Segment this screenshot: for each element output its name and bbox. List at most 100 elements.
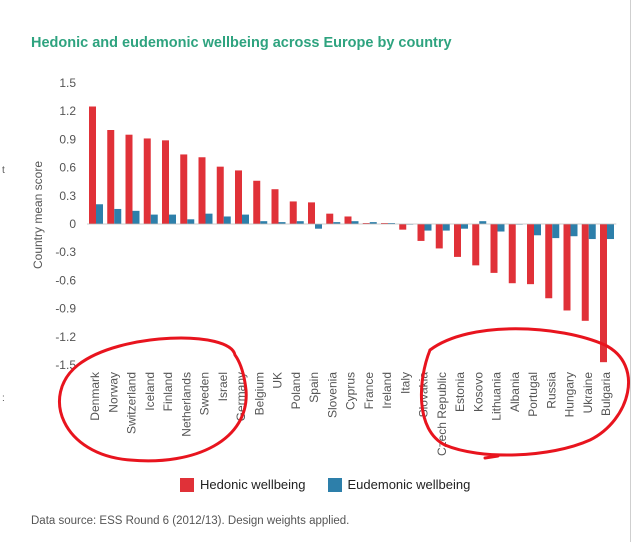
eudemonic-bar-norway <box>114 208 122 224</box>
legend-label-eudemonic: Eudemonic wellbeing <box>347 477 471 492</box>
y-tick-label: -0.3 <box>55 245 76 259</box>
eudemonic-bar-uk <box>278 222 286 224</box>
x-tick-label: Netherlands <box>179 372 193 437</box>
y-tick-label: 0.6 <box>59 161 76 175</box>
legend-swatch-hedonic <box>180 477 194 492</box>
eudemonic-bar-netherlands <box>187 219 195 224</box>
eudemonic-bar-bulgaria <box>607 224 614 240</box>
eudemonic-bar-estonia <box>461 224 468 229</box>
hedonic-bar-estonia <box>454 224 461 257</box>
hedonic-bar-albania <box>508 224 516 284</box>
x-tick-label: Ireland <box>380 372 394 409</box>
data-source-note: Data source: ESS Round 6 (2012/13). Desi… <box>31 515 350 527</box>
hedonic-bar-cyprus <box>344 216 352 224</box>
eudemonic-bar-israel <box>223 216 231 224</box>
hedonic-bar-spain <box>308 202 315 224</box>
hedonic-bar-ireland <box>381 223 388 224</box>
eudemonic-bar-poland <box>296 221 304 224</box>
x-tick-label: Kosovo <box>471 372 485 412</box>
x-tick-label: Iceland <box>143 372 157 411</box>
x-tick-label: Hungary <box>563 372 577 417</box>
x-tick-label: Slovakia <box>417 372 431 418</box>
eudemonic-bar-switzerland <box>132 210 140 224</box>
right-border <box>630 0 631 542</box>
x-tick-label: Spain <box>307 372 321 403</box>
y-tick-label: 0.3 <box>59 189 76 203</box>
hedonic-bar-denmark <box>89 106 96 224</box>
y-tick-label: -0.6 <box>55 273 76 287</box>
eudemonic-bar-ukraine <box>588 224 596 240</box>
x-tick-label: Denmark <box>88 371 102 421</box>
hedonic-bar-italy <box>399 224 407 230</box>
hedonic-bar-belgium <box>253 180 261 224</box>
eudemonic-bar-finland <box>169 214 176 224</box>
hedonic-bar-germany <box>235 170 242 224</box>
eudemonic-bar-ireland <box>388 223 395 224</box>
x-tick-label: Estonia <box>453 372 467 412</box>
x-tick-label: Cyprus <box>344 372 358 410</box>
hedonic-bar-finland <box>162 140 169 224</box>
eudemonic-bar-russia <box>552 224 560 239</box>
hedonic-bar-slovakia <box>417 224 425 241</box>
x-tick-label: Czech Republic <box>435 372 449 456</box>
x-tick-label: Lithuania <box>490 372 504 421</box>
y-axis: 1.5 1.2 0.9 0.6 0.3 0 -0.3 -0.6 -0.9 -1.2 -1.5 <box>55 76 76 372</box>
legend-item-eudemonic: Eudemonic wellbeing <box>327 477 471 492</box>
eudemonic-bar-hungary <box>570 224 578 237</box>
x-tick-label: Finland <box>161 372 175 411</box>
x-axis: Denmark Norway Switzerland Iceland Finland Ne… <box>88 371 613 456</box>
hedonic-bar-czech-republic <box>435 224 443 249</box>
x-tick-label: Russia <box>544 372 558 409</box>
eudemonic-bar-cyprus <box>351 221 359 224</box>
eudemonic-bar-denmark <box>96 204 103 224</box>
hedonic-bar-portugal <box>527 224 534 285</box>
annotation-circle-left <box>58 336 248 463</box>
chart-title: Hedonic and eudemonic wellbeing across E… <box>31 35 452 51</box>
legend-item-hedonic: Hedonic wellbeing <box>180 477 306 492</box>
hedonic-bar-slovenia <box>326 213 334 224</box>
x-tick-label: UK <box>271 372 285 389</box>
x-tick-label: Poland <box>289 372 303 409</box>
eudemonic-bar-france <box>369 222 377 224</box>
eudemonic-bar-portugal <box>534 224 541 236</box>
hedonic-bar-switzerland <box>125 134 133 224</box>
eudemonic-bar-sweden <box>205 213 213 224</box>
cropped-edge-text: t <box>2 165 5 176</box>
hedonic-bar-russia <box>545 224 553 299</box>
hedonic-bar-kosovo <box>472 224 480 266</box>
hedonic-bar-uk <box>271 189 279 224</box>
cropped-edge-text: : <box>2 393 5 404</box>
eudemonic-bar-lithuania <box>497 224 505 232</box>
y-tick-label: 1.5 <box>59 76 76 90</box>
hedonic-bar-ukraine <box>581 224 589 321</box>
x-tick-label: Italy <box>398 372 412 394</box>
hedonic-bar-bulgaria <box>600 224 607 363</box>
hedonic-bar-iceland <box>143 138 151 224</box>
y-axis-label: Country mean score <box>31 161 45 269</box>
legend-swatch-eudemonic <box>327 477 342 492</box>
x-tick-label: Israel <box>216 372 230 401</box>
y-tick-label: 0 <box>69 217 76 231</box>
hedonic-bar-sweden <box>198 157 206 224</box>
hedonic-bar-poland <box>289 201 297 224</box>
x-tick-label: Portugal <box>526 372 540 417</box>
bar-group <box>87 106 617 363</box>
hedonic-bar-netherlands <box>180 154 188 224</box>
eudemonic-bar-iceland <box>150 214 158 224</box>
hedonic-bar-lithuania <box>490 224 498 273</box>
eudemonic-bar-czech-republic <box>442 224 450 231</box>
x-tick-label: Albania <box>508 372 522 412</box>
y-tick-label: 1.2 <box>59 104 76 118</box>
legend: Hedonic wellbeing Eudemonic wellbeing <box>180 477 470 492</box>
eudemonic-bar-kosovo <box>479 221 487 224</box>
x-tick-label: Sweden <box>198 372 212 415</box>
x-tick-label: Bulgaria <box>599 372 613 416</box>
annotation-circles <box>58 327 630 463</box>
eudemonic-bar-germany <box>242 214 249 224</box>
x-tick-label: France <box>362 372 376 410</box>
hedonic-bar-israel <box>216 166 224 224</box>
hedonic-bar-norway <box>107 130 115 224</box>
eudemonic-bar-spain <box>315 224 322 229</box>
x-tick-label: Belgium <box>252 372 266 415</box>
